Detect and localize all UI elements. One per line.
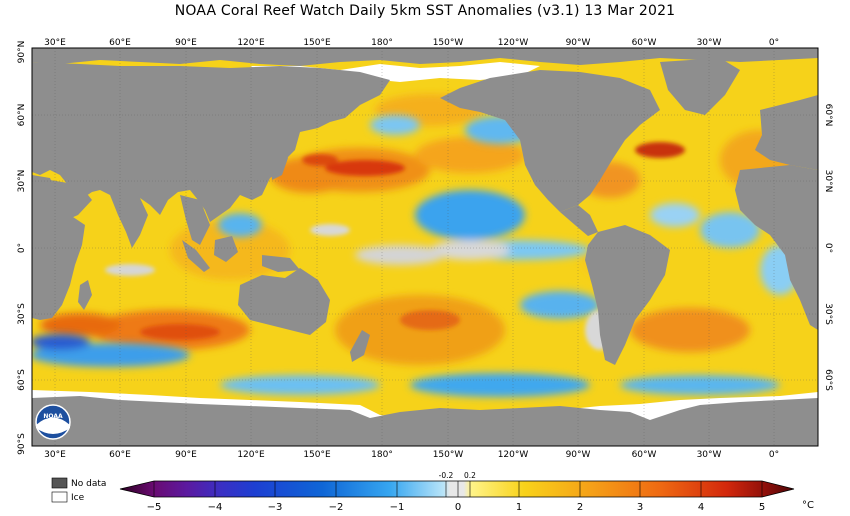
colorbar-tick-label: 3	[637, 502, 643, 513]
colorbar-tick-label: −1	[390, 502, 405, 513]
lon-label: 30°E	[44, 38, 66, 48]
lon-label: 180°	[371, 450, 393, 460]
lat-label: 0°	[823, 243, 833, 253]
lat-label: 30°N	[823, 170, 833, 193]
africa	[32, 175, 85, 320]
colorbar-small-tick: -0.2	[439, 471, 454, 480]
lat-label: 30°S	[823, 303, 833, 325]
colorbar-tick-label: 1	[516, 502, 522, 513]
noaa-logo-text: NOAA	[43, 413, 63, 420]
africa-west	[735, 165, 818, 330]
borneo	[214, 236, 238, 262]
colorbar-tick-label: −5	[147, 502, 162, 513]
lat-label: 0°	[17, 243, 27, 253]
lon-label: 30°E	[44, 450, 66, 460]
lon-label: 30°W	[697, 38, 722, 48]
map-title: NOAA Coral Reef Watch Daily 5km SST Anom…	[174, 3, 676, 19]
lon-label: 120°E	[237, 38, 265, 48]
lat-label: 60°S	[823, 369, 833, 391]
map-frame	[31, 47, 819, 447]
eurasia	[32, 62, 390, 222]
south-america	[585, 225, 670, 365]
lon-label: 120°W	[498, 450, 529, 460]
right-latitude-labels: 60°N 30°N 0° 30°S 60°S	[823, 104, 833, 391]
lon-label: 30°W	[697, 450, 722, 460]
madagascar	[78, 280, 92, 310]
no-data-swatch	[51, 477, 68, 489]
lon-label: 60°W	[632, 38, 657, 48]
north-america	[440, 70, 660, 212]
lon-label: 150°W	[433, 450, 464, 460]
lat-label: 30°S	[17, 303, 27, 325]
japan	[272, 145, 288, 180]
bottom-longitude-labels: 30°E 60°E 90°E 120°E 150°E 180° 150°W 12…	[44, 450, 779, 460]
noaa-logo: NOAA	[35, 404, 71, 440]
lat-label: 30°N	[17, 170, 27, 193]
lon-label: 120°W	[498, 38, 529, 48]
no-data-label: No data	[71, 479, 106, 489]
colorbar-tick-label: −2	[329, 502, 344, 513]
lat-label: 60°S	[17, 369, 27, 391]
australia	[238, 268, 330, 335]
legend: No data Ice	[51, 477, 106, 503]
map-border	[31, 47, 819, 447]
left-latitude-labels: 90°N 60°N 30°N 0° 30°S 60°S 90°S	[17, 41, 27, 455]
lon-label: 90°E	[175, 450, 197, 460]
lon-label: 150°E	[303, 38, 331, 48]
lat-label: 60°N	[17, 104, 27, 127]
india	[110, 195, 148, 248]
antarctica	[32, 396, 818, 446]
lon-label: 150°W	[433, 38, 464, 48]
colorbar-tick-label: 2	[577, 502, 583, 513]
colorbar-unit: °C	[802, 500, 814, 511]
lat-label: 90°S	[17, 433, 27, 455]
lon-label: 90°E	[175, 38, 197, 48]
colorbar-ticks	[153, 481, 763, 497]
lon-label: 90°W	[566, 38, 591, 48]
ice-swatch	[51, 491, 68, 503]
lon-label: 60°E	[109, 450, 131, 460]
colorbar: -0.2 0.2 −5 −4 −3 −2 −1 0 1 2 3 4 5 °C	[119, 471, 814, 513]
greenland	[660, 58, 740, 115]
new-guinea	[262, 255, 300, 272]
lat-label: 60°N	[823, 104, 833, 127]
europe	[755, 95, 818, 170]
hot-spots	[48, 142, 685, 340]
central-america	[560, 205, 598, 236]
ice-label: Ice	[71, 493, 85, 503]
new-zealand	[350, 330, 370, 362]
lon-label: 150°E	[303, 450, 331, 460]
lon-label: 120°E	[237, 450, 265, 460]
graticule	[32, 48, 818, 446]
lon-label: 0°	[769, 38, 779, 48]
lat-label: 90°N	[17, 41, 27, 64]
colorbar-small-tick: 0.2	[464, 471, 476, 480]
lon-label: 90°W	[566, 450, 591, 460]
cool-anomaly-patches	[32, 115, 800, 397]
lon-label: 60°W	[632, 450, 657, 460]
colorbar-tick-label: −3	[268, 502, 283, 513]
top-longitude-labels: 30°E 60°E 90°E 120°E 150°E 180° 150°W 12…	[44, 38, 779, 48]
colorbar-tick-label: 5	[759, 502, 765, 513]
colorbar-tick-label: −4	[208, 502, 223, 513]
arctic-land	[32, 48, 818, 66]
indochina	[180, 195, 210, 245]
lon-label: 180°	[371, 38, 393, 48]
colorbar-gradient	[119, 480, 795, 498]
lon-label: 0°	[769, 450, 779, 460]
colorbar-tick-label: 0	[455, 502, 461, 513]
lon-label: 60°E	[109, 38, 131, 48]
colorbar-tick-label: 4	[698, 502, 704, 513]
